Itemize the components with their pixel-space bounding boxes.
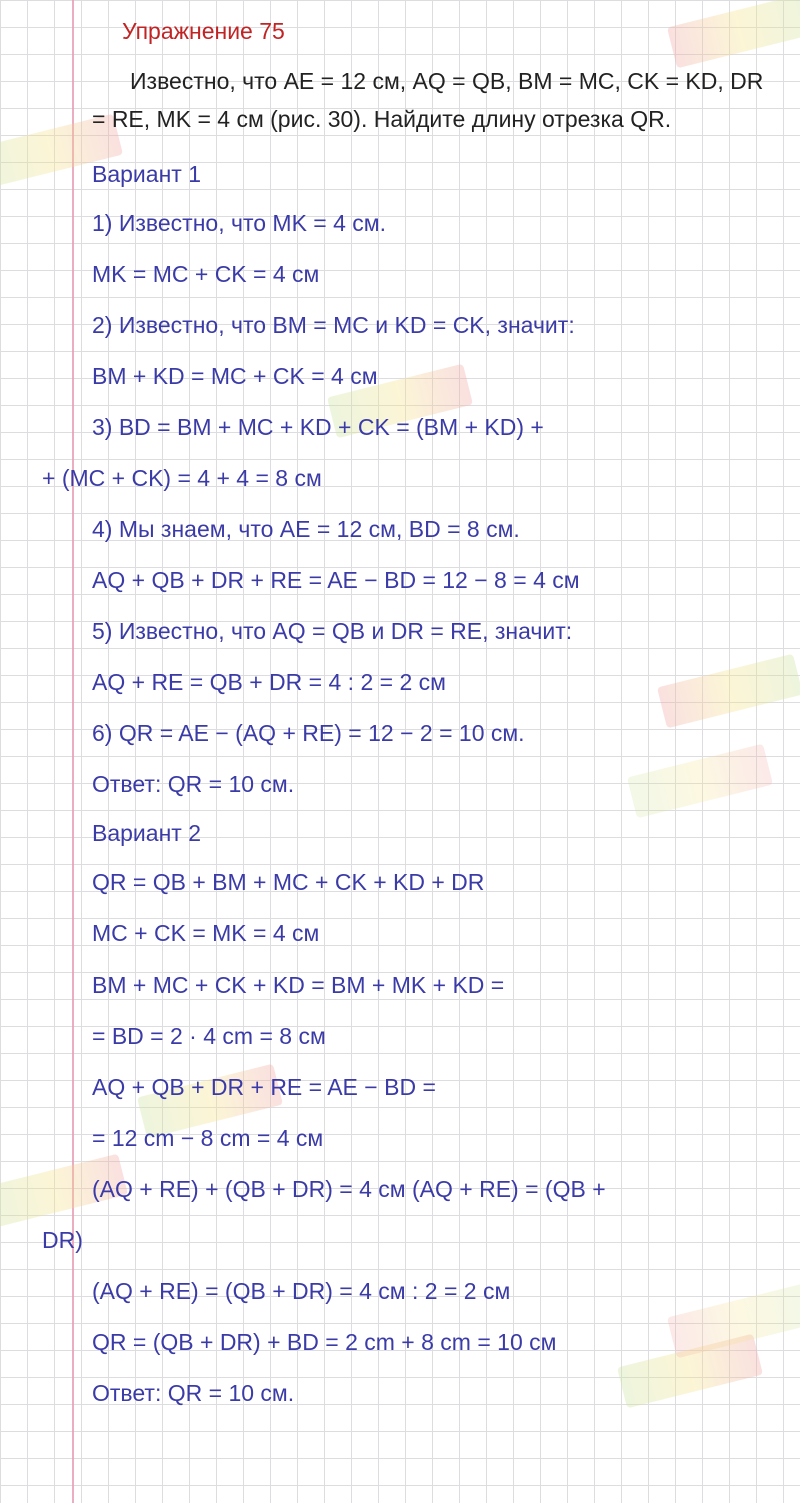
solution-line: 4) Мы знаем, что AE = 12 см, BD = 8 см. bbox=[92, 514, 770, 545]
solution-line: BM + KD = MC + CK = 4 см bbox=[92, 361, 770, 392]
answer-line: Ответ: QR = 10 см. bbox=[92, 1378, 770, 1409]
solution-line: 3) BD = BM + MC + KD + CK = (BM + KD) + bbox=[92, 412, 770, 443]
solution-line: QR = (QB + DR) + BD = 2 cm + 8 cm = 10 с… bbox=[92, 1327, 770, 1358]
solution-line: (AQ + RE) + (QB + DR) = 4 см (AQ + RE) =… bbox=[92, 1174, 770, 1205]
solution-line: 2) Известно, что BM = MC и KD = CK, знач… bbox=[92, 310, 770, 341]
solution-line: AQ + QB + DR + RE = AE − BD = 12 − 8 = 4… bbox=[92, 565, 770, 596]
solution-line: = 12 cm − 8 cm = 4 см bbox=[92, 1123, 770, 1154]
solution-line: (AQ + RE) = (QB + DR) = 4 см : 2 = 2 см bbox=[92, 1276, 770, 1307]
solution-line: = BD = 2 · 4 cm = 8 см bbox=[92, 1021, 770, 1052]
answer-line: Ответ: QR = 10 см. bbox=[92, 769, 770, 800]
solution-line: DR) bbox=[42, 1225, 770, 1256]
solution-line: 6) QR = AE − (AQ + RE) = 12 − 2 = 10 см. bbox=[92, 718, 770, 749]
variant-1-heading: Вариант 1 bbox=[92, 161, 770, 188]
problem-statement: Известно, что AE = 12 см, AQ = QB, BM = … bbox=[92, 63, 770, 139]
solution-line: BM + MC + CK + KD = BM + MK + KD = bbox=[92, 970, 770, 1001]
solution-line: 1) Известно, что MK = 4 см. bbox=[92, 208, 770, 239]
variant-2-heading: Вариант 2 bbox=[92, 820, 770, 847]
solution-line: MK = MC + CK = 4 см bbox=[92, 259, 770, 290]
solution-line: AQ + RE = QB + DR = 4 : 2 = 2 см bbox=[92, 667, 770, 698]
solution-line: AQ + QB + DR + RE = AE − BD = bbox=[92, 1072, 770, 1103]
solution-line: 5) Известно, что AQ = QB и DR = RE, знач… bbox=[92, 616, 770, 647]
solution-line: MC + CK = MK = 4 см bbox=[92, 918, 770, 949]
exercise-title: Упражнение 75 bbox=[122, 18, 770, 45]
page-content: Упражнение 75 Известно, что AE = 12 см, … bbox=[0, 0, 800, 1459]
solution-line: QR = QB + BM + MC + CK + KD + DR bbox=[92, 867, 770, 898]
solution-line: + (MC + CK) = 4 + 4 = 8 см bbox=[42, 463, 770, 494]
